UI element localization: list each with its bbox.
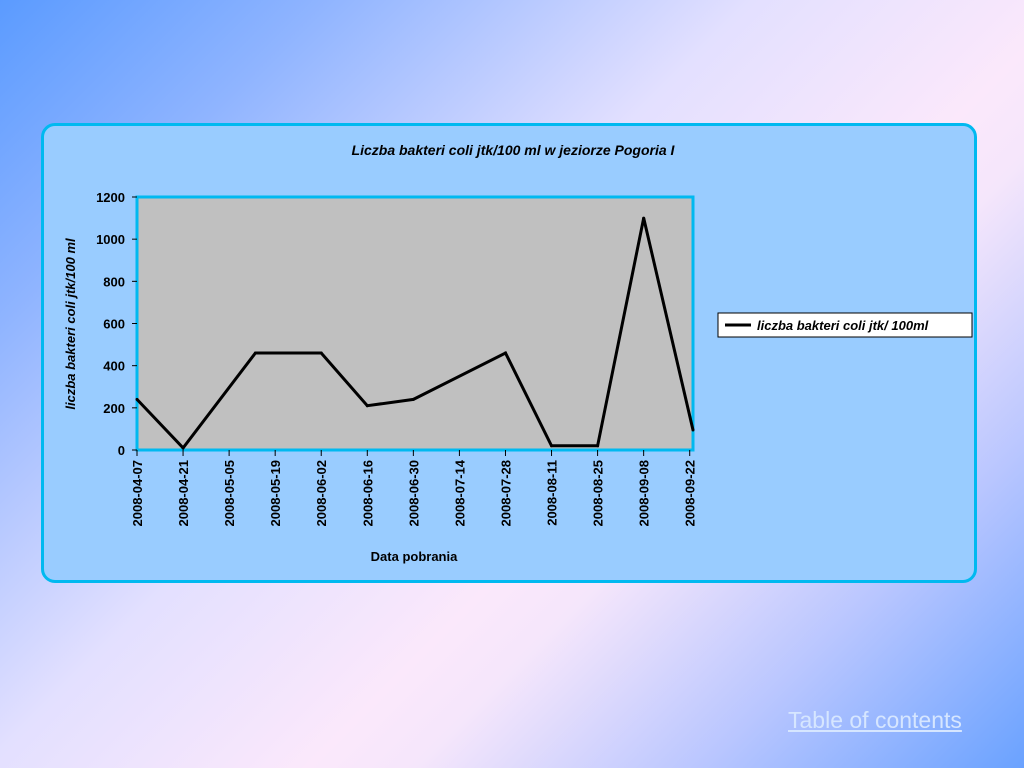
data-point	[365, 404, 369, 408]
x-tick-label: 2008-04-21	[176, 460, 191, 527]
table-of-contents-link[interactable]: Table of contents	[788, 707, 962, 733]
x-tick-label: 2008-06-02	[314, 460, 329, 527]
legend: liczba bakteri coli jtk/ 100ml	[717, 312, 973, 338]
x-tick-label: 2008-09-22	[683, 460, 698, 527]
legend-box	[717, 312, 973, 338]
y-tick-label: 400	[103, 359, 125, 374]
y-tick-label: 200	[103, 401, 125, 416]
plot-area	[135, 195, 695, 452]
y-tick-label: 1000	[96, 232, 125, 247]
x-tick-label: 2008-08-11	[545, 460, 560, 526]
x-tick-label: 2008-06-30	[406, 460, 421, 527]
chart-title: Liczba bakteri coli jtk/100 ml w jeziorz…	[352, 142, 676, 158]
y-tick-label: 1200	[96, 190, 125, 205]
x-tick-label: 2008-07-14	[452, 459, 467, 526]
y-tick-label: 600	[103, 317, 125, 332]
series-layer	[135, 216, 695, 451]
legend-label: liczba bakteri coli jtk/ 100ml	[757, 318, 929, 333]
data-point	[181, 446, 185, 450]
data-point	[550, 444, 554, 448]
y-tick-label: 0	[118, 443, 125, 458]
x-tick-label: 2008-06-16	[360, 460, 375, 527]
data-point	[691, 428, 695, 432]
x-tick-label: 2008-07-28	[498, 460, 513, 527]
x-tick-label: 2008-04-07	[130, 460, 145, 527]
x-tick-label: 2008-08-25	[591, 460, 606, 527]
data-point	[596, 444, 600, 448]
x-axis: 2008-04-07 2008-04-21 2008-05-05 2008-05-19…	[130, 450, 698, 527]
chart-panel: Liczba bakteri coli jtk/100 ml w jeziorz…	[41, 123, 977, 583]
data-point	[253, 351, 257, 355]
data-point	[135, 397, 139, 401]
y-axis: 0 200 400 600 800 1000 1200	[96, 190, 137, 458]
data-point	[411, 397, 415, 401]
y-tick-label: 800	[103, 274, 125, 289]
x-tick-label: 2008-05-19	[268, 460, 283, 527]
x-tick-label: 2008-05-05	[222, 460, 237, 527]
data-point	[642, 216, 646, 220]
y-axis-label: liczba bakteri coli jtk/100 ml	[63, 238, 78, 410]
x-axis-label: Data pobrania	[371, 549, 458, 564]
data-point	[503, 351, 507, 355]
line-chart: Liczba bakteri coli jtk/100 ml w jeziorz…	[63, 142, 973, 564]
data-point	[319, 351, 323, 355]
x-tick-label: 2008-09-08	[637, 460, 652, 527]
